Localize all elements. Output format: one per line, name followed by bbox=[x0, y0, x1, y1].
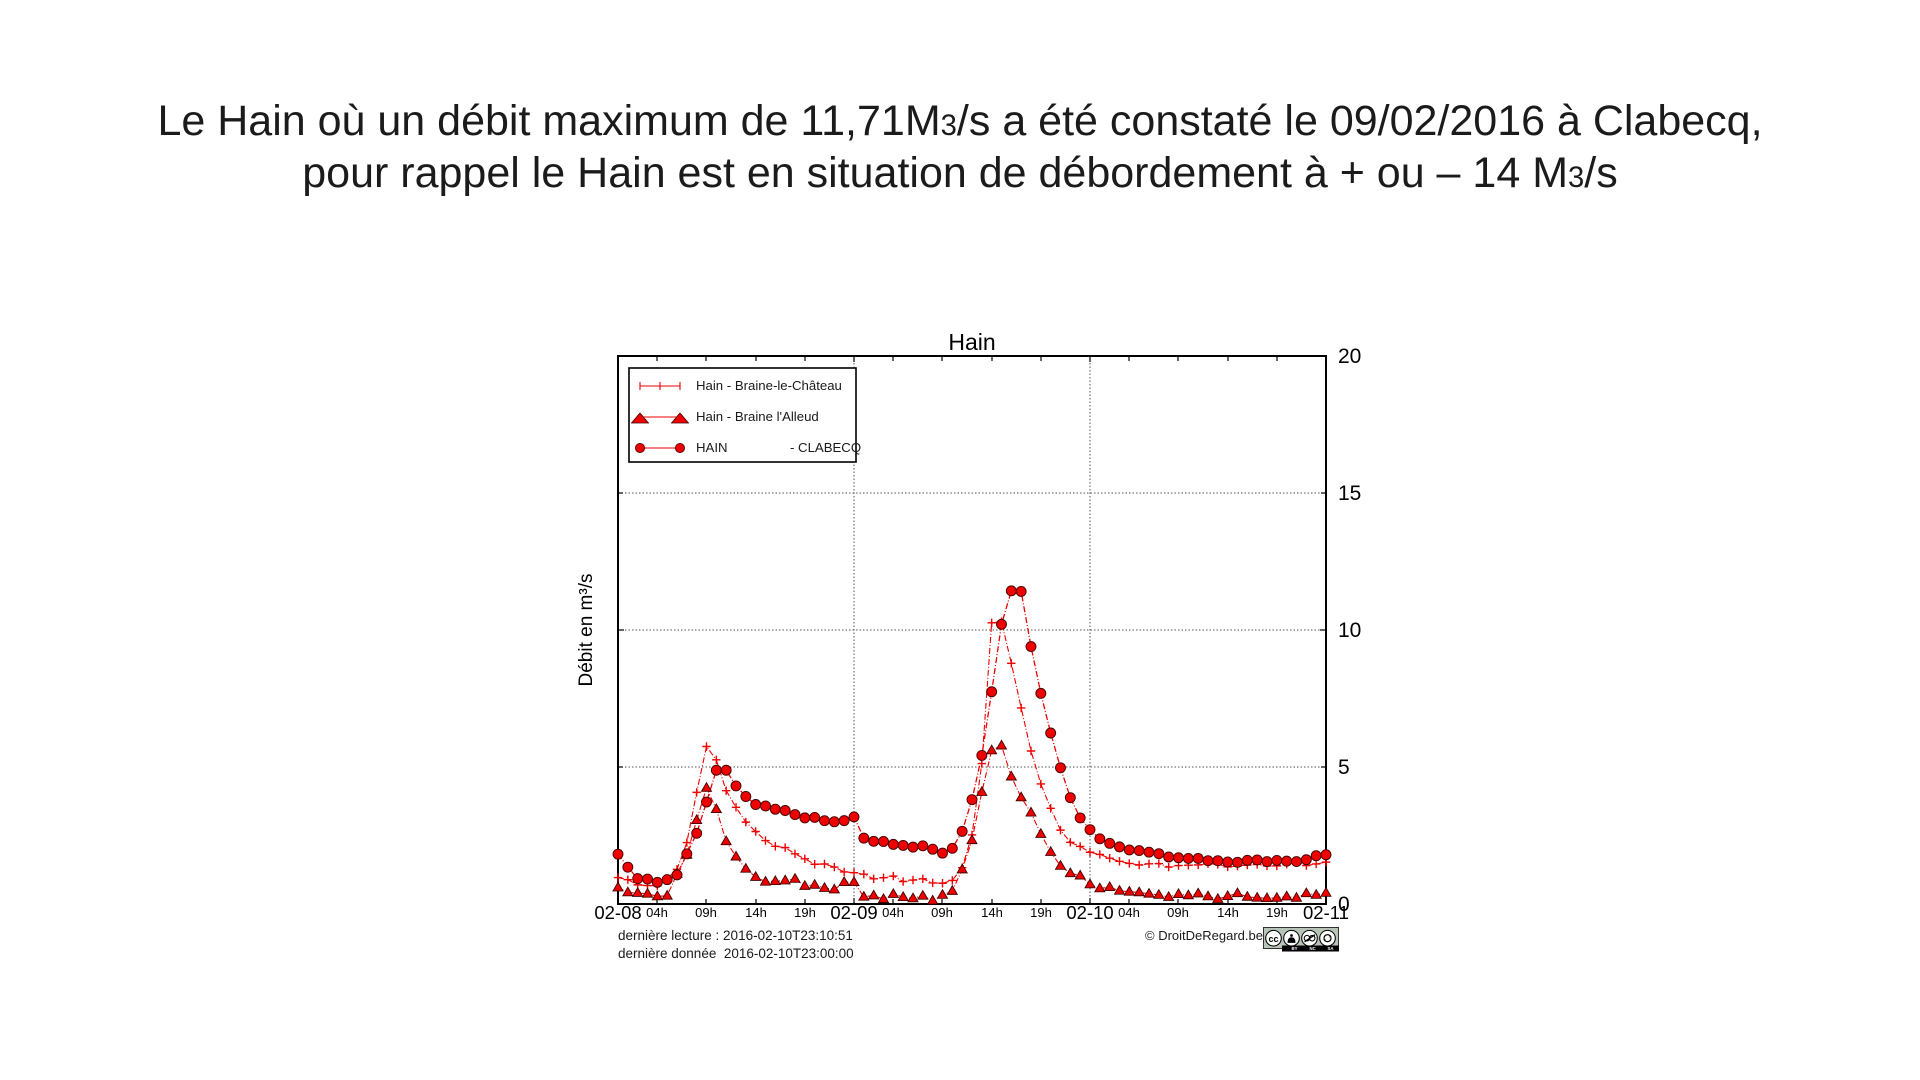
svg-text:Hain - Braine l'Alleud: Hain - Braine l'Alleud bbox=[696, 409, 819, 424]
svg-text:5: 5 bbox=[1338, 756, 1350, 779]
svg-text:BY: BY bbox=[1292, 946, 1298, 951]
svg-text:15: 15 bbox=[1338, 482, 1361, 505]
svg-text:Hain - Braine-le-Château: Hain - Braine-le-Château bbox=[696, 378, 842, 393]
svg-text:10: 10 bbox=[1338, 619, 1361, 642]
svg-text:19h: 19h bbox=[794, 905, 816, 920]
svg-text:NC: NC bbox=[1310, 946, 1316, 951]
svg-text:09h: 09h bbox=[695, 905, 717, 920]
svg-text:20: 20 bbox=[1338, 345, 1361, 368]
svg-text:Débit en m³/s: Débit en m³/s bbox=[576, 574, 597, 687]
svg-text:09h: 09h bbox=[1167, 905, 1189, 920]
svg-text:04h: 04h bbox=[1118, 905, 1140, 920]
svg-text:02-08: 02-08 bbox=[594, 902, 641, 923]
svg-text:02-11: 02-11 bbox=[1303, 902, 1349, 923]
svg-text:SA: SA bbox=[1328, 946, 1334, 951]
svg-text:19h: 19h bbox=[1266, 905, 1288, 920]
svg-text:cc: cc bbox=[1268, 934, 1278, 944]
svg-text:14h: 14h bbox=[981, 905, 1003, 920]
svg-text:Hain: Hain bbox=[948, 329, 995, 355]
svg-text:HAIN: HAIN bbox=[696, 440, 728, 455]
svg-text:- CLABECQ: - CLABECQ bbox=[790, 440, 861, 455]
svg-text:02-10: 02-10 bbox=[1066, 902, 1113, 923]
svg-text:02-09: 02-09 bbox=[830, 902, 877, 923]
svg-text:04h: 04h bbox=[882, 905, 904, 920]
svg-text:04h: 04h bbox=[646, 905, 668, 920]
svg-text:14h: 14h bbox=[1217, 905, 1239, 920]
svg-text:19h: 19h bbox=[1030, 905, 1052, 920]
svg-text:09h: 09h bbox=[931, 905, 953, 920]
svg-text:14h: 14h bbox=[745, 905, 767, 920]
